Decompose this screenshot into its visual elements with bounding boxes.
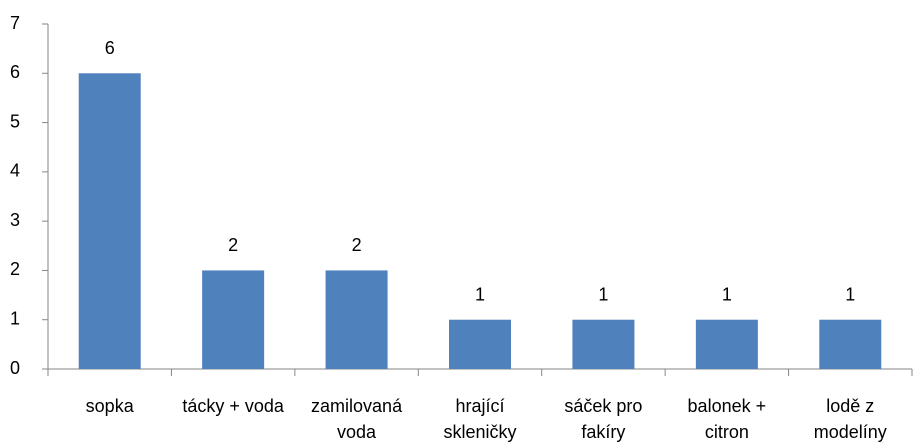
data-label: 1: [598, 284, 608, 304]
y-tick-label: 7: [10, 13, 20, 33]
y-tick-label: 5: [10, 111, 20, 131]
bar: [695, 319, 758, 369]
x-tick-label: hrající skleničky: [443, 396, 517, 442]
y-tick-label: 6: [10, 62, 20, 82]
y-tick-label: 0: [10, 358, 20, 378]
y-tick-label: 1: [10, 308, 20, 328]
y-tick-label: 4: [10, 161, 20, 181]
data-label: 6: [105, 38, 115, 58]
bar: [449, 319, 511, 369]
bar: [202, 270, 265, 369]
bar: [819, 319, 882, 369]
data-label: 1: [845, 284, 855, 304]
x-tick-label: sáček pro fakíry: [564, 396, 643, 442]
data-label: 1: [475, 284, 485, 304]
y-tick-label: 3: [10, 210, 20, 230]
x-tick-label: balonek + citron: [687, 396, 767, 442]
x-tick-label: sopka: [85, 396, 134, 416]
x-tick-label: tácky + voda: [182, 396, 284, 416]
bar: [325, 270, 388, 369]
data-label: 2: [228, 235, 238, 255]
bar: [572, 319, 635, 369]
x-tick-label: zamilovaná voda: [311, 396, 403, 442]
data-label: 2: [352, 235, 362, 255]
y-tick-label: 2: [10, 259, 20, 279]
bar: [78, 73, 141, 370]
x-tick-label: lodě z modelíny: [813, 396, 887, 442]
data-label: 1: [722, 284, 732, 304]
